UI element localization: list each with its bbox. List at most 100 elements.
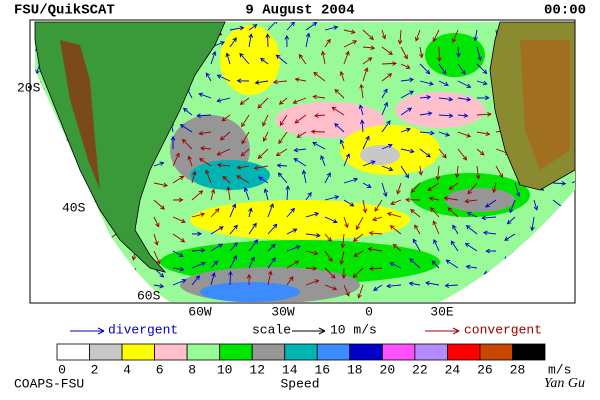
wind-arrow [320,50,326,65]
wind-arrow [172,197,184,203]
lon-label: 0 [365,304,373,319]
wind-arrow [381,88,388,99]
wind-arrow [457,148,468,161]
wind-arrow [414,224,421,235]
wind-arrow [397,29,403,45]
wind-arrow [236,165,250,170]
wind-arrow [339,70,345,82]
wind-arrow [475,165,481,180]
wind-arrow [240,148,250,157]
wind-arrow [438,113,454,119]
wind-arrow [313,71,326,82]
wind-arrow [457,113,469,118]
wind-arrow [210,260,219,269]
wind-arrow [205,72,212,82]
wind-arrow [381,143,393,150]
wind-arrow [324,233,332,242]
wind-arrow [412,238,421,252]
wind-arrow [262,131,269,142]
wind-arrow [179,124,193,133]
wind-arrow [248,222,257,235]
wind-arrow [286,207,295,218]
wind-arrow [438,96,454,102]
wind-arrow [262,114,269,127]
wind-arrow [454,165,460,179]
colorbar-tick: 16 [314,362,330,377]
wind-arrow [358,104,364,116]
wind-arrow [248,207,253,218]
speed-area [395,92,485,128]
wind-arrow [419,63,431,75]
wind-arrow [191,275,200,286]
wind-arrow [276,163,288,168]
colorbar-tick: 28 [510,362,526,377]
wind-arrow [198,130,212,136]
colorbar-tick: 2 [91,362,99,377]
colorbar-tick: 6 [156,362,164,377]
colorbar-tick: 20 [380,362,396,377]
wind-arrow [343,177,359,184]
wind-arrow [225,52,231,65]
wind-arrow [216,74,231,82]
wind-arrow [172,278,187,286]
wind-arrow [293,158,307,167]
speed-area [190,160,270,190]
wind-arrow [339,139,345,150]
wind-arrow [229,242,238,252]
lon-label: 30E [430,304,454,319]
lon-label: 30W [271,304,295,319]
wind-arrow [457,131,472,138]
colorbar-tick: 24 [445,362,461,377]
colorbar-swatch [121,343,155,361]
wind-arrow [286,22,296,31]
wind-arrow [267,270,273,286]
wind-arrow [219,131,231,141]
wind-arrow [504,233,516,241]
wind-arrow [191,231,202,237]
wind-arrow [400,107,413,116]
wind-arrow [153,233,159,246]
wind-arrow [241,131,250,145]
wind-arrow [425,280,440,286]
wind-arrow [476,131,491,136]
wind-arrow [438,131,451,137]
wind-arrow [381,46,393,56]
speed-area [360,145,400,165]
wind-arrow [405,197,421,203]
wind-arrow [341,267,347,280]
wind-arrow [432,220,440,235]
wind-arrow [216,162,231,168]
wind-arrow [447,207,459,218]
wind-arrow [210,226,224,235]
wind-arrow [305,32,311,48]
wind-arrow [362,182,372,188]
colorbar-swatch [219,343,253,361]
colorbar-tick: 8 [188,362,196,377]
wind-arrow [465,224,478,235]
wind-arrow [373,284,383,291]
colorbar-tick: 18 [347,362,363,377]
wind-arrow [248,256,255,269]
wind-arrow [343,284,350,297]
wind-arrow [229,255,237,269]
wind-arrow [533,199,539,211]
wind-arrow [191,212,206,218]
scale-value: 10 m/s [330,322,377,337]
wind-arrow [457,97,472,102]
wind-arrow [324,216,338,224]
wind-arrow [473,29,478,42]
wind-arrow [430,207,440,218]
wind-arrow [298,53,307,65]
wind-arrow [381,29,387,40]
wind-arrow [236,78,250,84]
legend-arrowhead [97,327,105,335]
wind-arrow [305,279,320,286]
colorbar-swatch [284,343,318,361]
wind-arrow [153,182,169,188]
speed-area [190,200,410,240]
wind-arrow [450,240,459,252]
wind-arrow [368,266,383,272]
wind-arrow [305,212,320,218]
